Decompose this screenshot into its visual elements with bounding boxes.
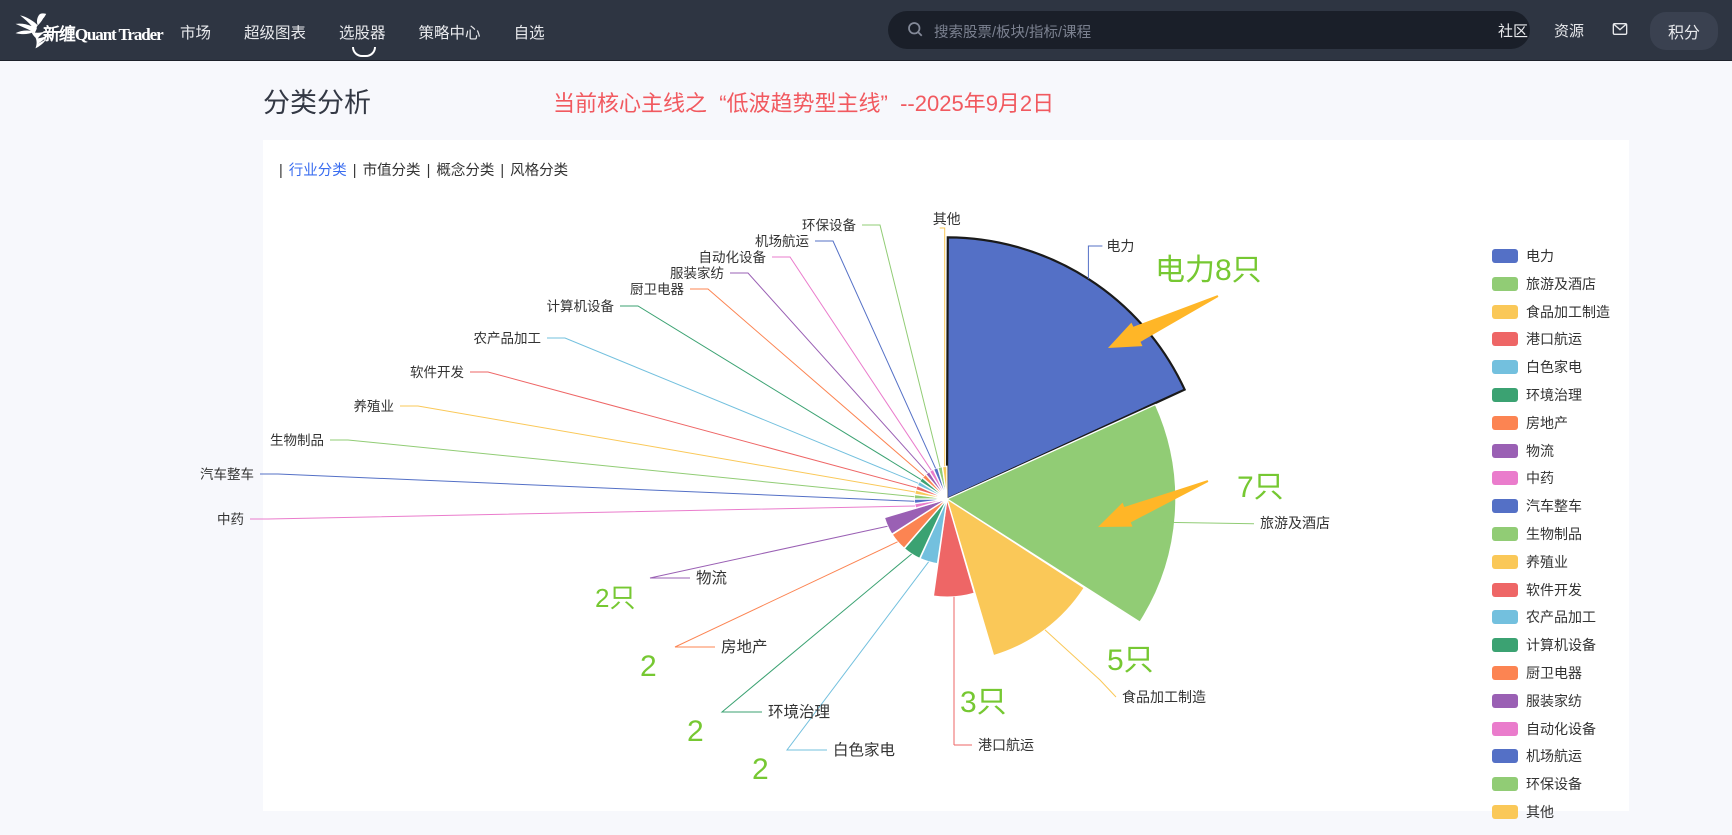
svg-text:食品加工制造: 食品加工制造 [1122, 689, 1206, 705]
svg-text:5只: 5只 [1107, 644, 1154, 677]
svg-text:物流: 物流 [696, 569, 727, 587]
svg-text:农产品加工: 农产品加工 [474, 331, 542, 346]
svg-text:机场航运: 机场航运 [755, 234, 809, 249]
svg-text:2: 2 [752, 753, 769, 786]
svg-text:中药: 中药 [217, 512, 244, 527]
svg-text:7只: 7只 [1237, 471, 1284, 504]
svg-text:旅游及酒店: 旅游及酒店 [1260, 515, 1330, 531]
svg-text:汽车整车: 汽车整车 [200, 466, 254, 482]
svg-text:生物制品: 生物制品 [270, 433, 324, 448]
svg-text:3只: 3只 [960, 686, 1007, 719]
svg-text:自动化设备: 自动化设备 [699, 249, 767, 265]
svg-text:厨卫电器: 厨卫电器 [630, 282, 684, 297]
svg-text:港口航运: 港口航运 [978, 737, 1034, 753]
svg-text:白色家电: 白色家电 [833, 741, 895, 759]
svg-text:电力8只: 电力8只 [1155, 254, 1262, 287]
svg-text:2只: 2只 [595, 583, 635, 613]
svg-text:房地产: 房地产 [721, 638, 768, 656]
svg-text:电力: 电力 [1106, 238, 1134, 254]
svg-text:环保设备: 环保设备 [802, 217, 856, 233]
svg-text:环境治理: 环境治理 [768, 702, 830, 721]
svg-text:计算机设备: 计算机设备 [547, 298, 615, 314]
svg-text:2: 2 [687, 715, 704, 748]
svg-text:2: 2 [640, 650, 657, 683]
svg-text:软件开发: 软件开发 [410, 365, 464, 380]
svg-text:服装家纺: 服装家纺 [670, 265, 724, 281]
svg-text:养殖业: 养殖业 [354, 398, 395, 414]
svg-text:其他: 其他 [933, 211, 961, 227]
